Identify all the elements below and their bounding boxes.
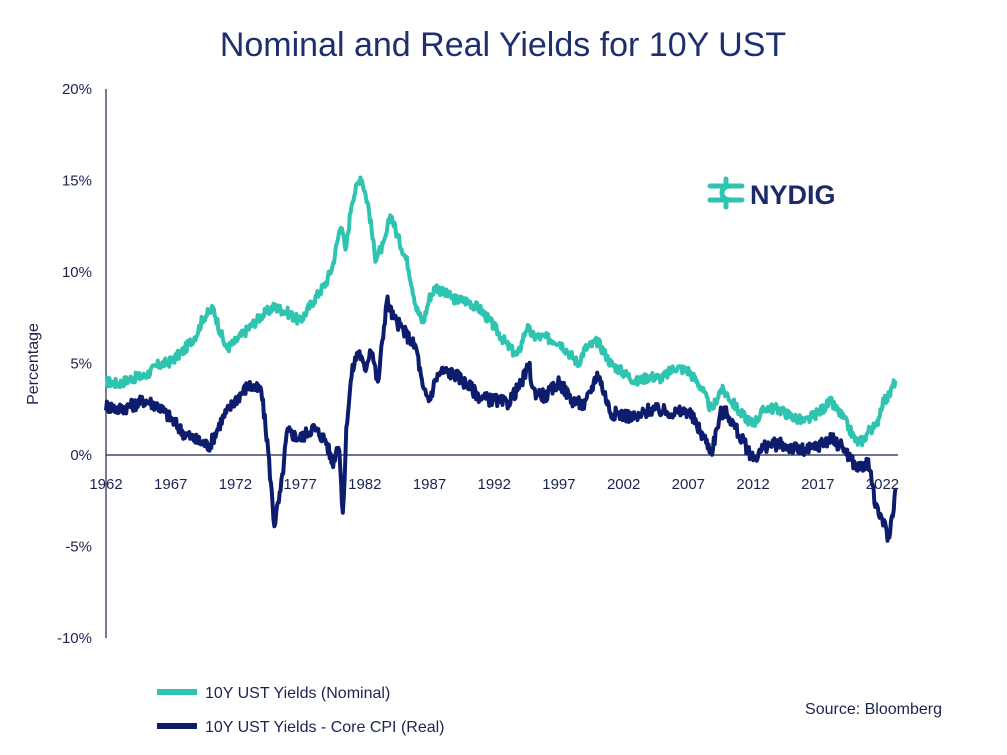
plot-area (104, 89, 898, 638)
y-tick-label: 0% (70, 447, 92, 464)
series-line-real (104, 294, 898, 543)
x-axis-ticks: 1962 1967 1972 1977 1982 1987 1992 1997 2002 2007… (89, 476, 899, 493)
x-tick-label: 1997 (542, 476, 575, 493)
legend: 10Y UST Yields (Nominal) 10Y UST Yields … (157, 685, 445, 736)
x-tick-label: 1992 (478, 476, 511, 493)
x-tick-label: 2002 (607, 476, 640, 493)
x-tick-label: 1962 (89, 476, 122, 493)
x-tick-label: 2017 (801, 476, 834, 493)
legend-label-nominal: 10Y UST Yields (Nominal) (205, 685, 390, 702)
x-tick-label: 1982 (348, 476, 381, 493)
x-tick-label: 1987 (413, 476, 446, 493)
x-tick-label: 2012 (736, 476, 769, 493)
logo-text: NYDIG (750, 180, 836, 210)
y-tick-label: 15% (62, 173, 92, 190)
y-tick-label: -5% (65, 539, 92, 556)
x-tick-label: 1972 (219, 476, 252, 493)
chart-title: Nominal and Real Yields for 10Y UST (220, 26, 786, 64)
x-tick-label: 2007 (672, 476, 705, 493)
x-tick-label: 1977 (283, 476, 316, 493)
y-tick-label: 5% (70, 356, 92, 373)
series-line-nominal (104, 175, 898, 448)
source-note: Source: Bloomberg (805, 701, 942, 718)
y-tick-label: 20% (62, 81, 92, 98)
x-tick-label: 2022 (866, 476, 899, 493)
nydig-dollar-icon (707, 176, 745, 210)
y-tick-label: -10% (57, 630, 92, 647)
x-tick-label: 1967 (154, 476, 187, 493)
y-axis-ticks: 20% 15% 10% 5% 0% -5% -10% (57, 81, 92, 647)
y-axis-label: Percentage (25, 323, 42, 405)
y-tick-label: 10% (62, 264, 92, 281)
legend-label-real: 10Y UST Yields - Core CPI (Real) (205, 719, 445, 736)
nydig-logo: NYDIG (707, 176, 836, 210)
